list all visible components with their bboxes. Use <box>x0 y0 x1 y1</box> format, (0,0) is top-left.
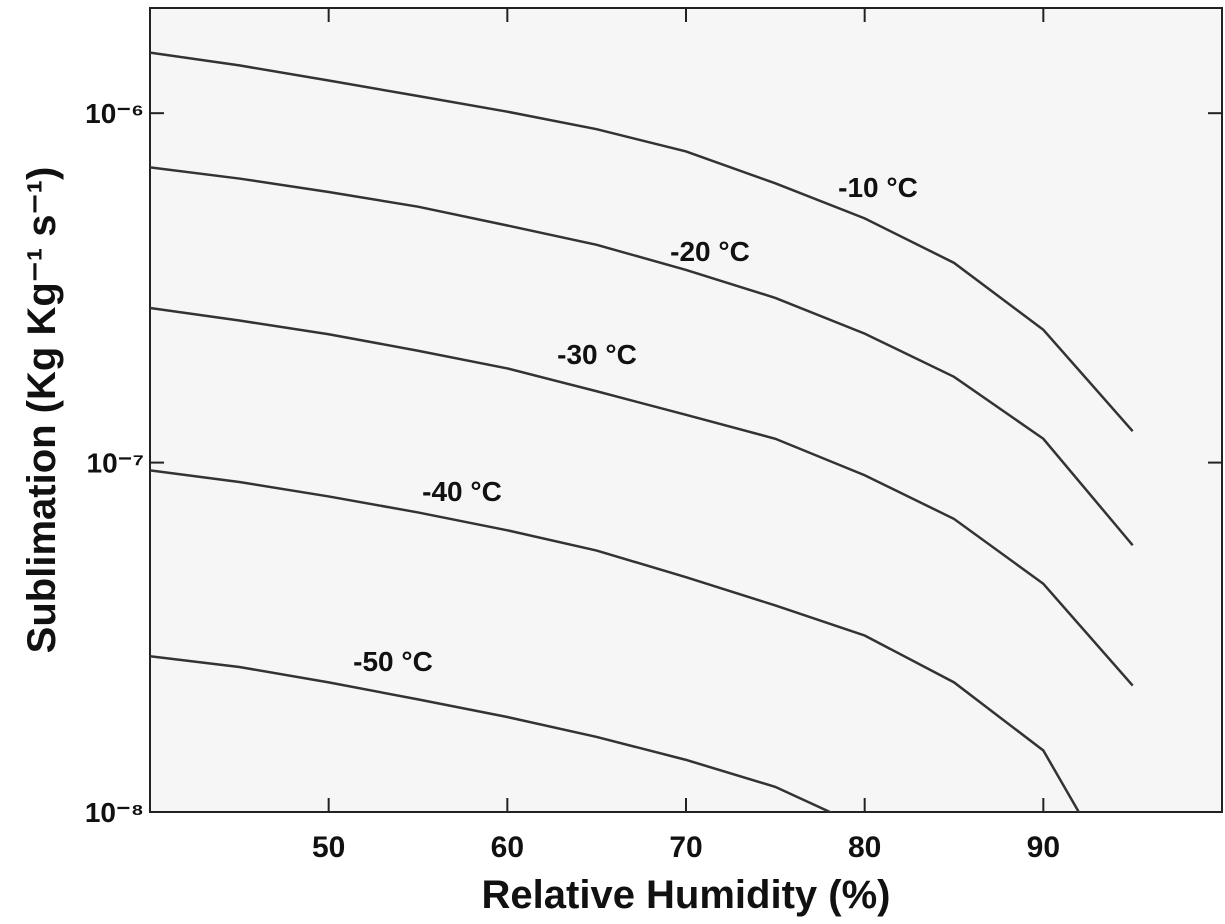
plot-lines <box>150 51 1134 812</box>
x-tick-label: 80 <box>848 831 881 864</box>
x-tick-label: 50 <box>312 831 345 864</box>
series-line <box>150 655 833 812</box>
y-tick-label: 10⁻⁶ <box>85 98 144 129</box>
series-label: -30 °C <box>557 339 637 370</box>
series-label: -10 °C <box>838 172 918 203</box>
x-axis-label: Relative Humidity (%) <box>482 873 891 917</box>
y-tick-label: 10⁻⁷ <box>87 448 144 479</box>
series-line <box>150 306 1134 687</box>
series-label: -40 °C <box>422 476 502 507</box>
x-tick-label: 70 <box>669 831 702 864</box>
x-tick-label: 60 <box>491 831 524 864</box>
y-axis-label: Sublimation (Kg Kg⁻¹ s⁻¹) <box>20 167 64 654</box>
plot-area <box>149 7 1223 813</box>
y-tick-label: 10⁻⁸ <box>85 797 144 828</box>
x-tick-label: 90 <box>1027 831 1060 864</box>
series-line <box>150 469 1081 812</box>
series-label: -50 °C <box>353 646 433 677</box>
series-line <box>150 51 1134 433</box>
series-line <box>150 166 1134 547</box>
series-label: -20 °C <box>670 236 750 267</box>
